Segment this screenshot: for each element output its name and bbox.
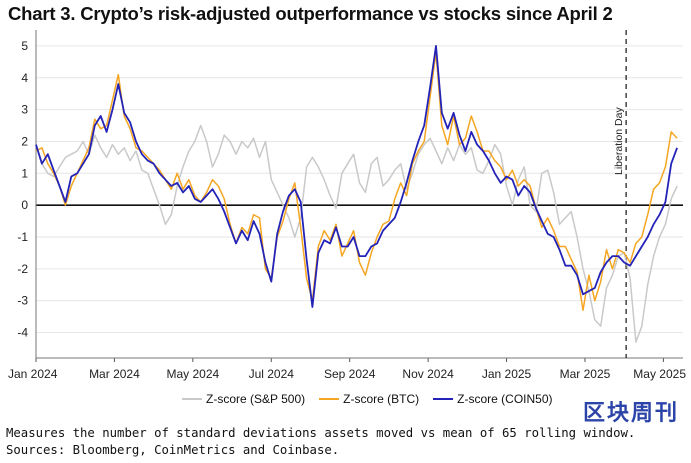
legend-item-coin50: Z-score (COIN50) bbox=[433, 392, 553, 406]
series-coin50-line bbox=[35, 45, 678, 308]
legend-swatch-sp500 bbox=[182, 398, 202, 400]
y-tick-label: -3 bbox=[17, 294, 28, 308]
y-tick-label: -4 bbox=[17, 326, 28, 340]
legend-item-btc: Z-score (BTC) bbox=[319, 392, 419, 406]
y-tick-label: 1 bbox=[21, 166, 28, 180]
y-axis-ticks: -4 -3 -2 -1 0 1 2 3 4 5 bbox=[17, 39, 28, 340]
y-tick-label: 0 bbox=[21, 198, 28, 212]
y-tick-label: -2 bbox=[17, 262, 28, 276]
y-tick-label: 3 bbox=[21, 103, 28, 117]
x-tick-label: Jan 2025 bbox=[482, 367, 532, 381]
watermark-logo: 区块周刊 bbox=[582, 400, 679, 425]
legend-label-coin50: Z-score (COIN50) bbox=[457, 392, 553, 406]
liberation-day-label: Liberation Day bbox=[613, 107, 625, 175]
legend-swatch-btc bbox=[319, 398, 340, 400]
chart-note: Measures the number of standard deviatio… bbox=[6, 426, 636, 440]
legend-item-sp500: Z-score (S&P 500) bbox=[182, 392, 305, 406]
series-btc-line bbox=[35, 51, 678, 311]
x-tick-label: May 2025 bbox=[633, 367, 686, 381]
chart-sources: Sources: Bloomberg, CoinMetrics and Coin… bbox=[6, 443, 340, 457]
legend: Z-score (S&P 500) Z-score (BTC) Z-score … bbox=[182, 392, 553, 406]
y-tick-label: 2 bbox=[21, 134, 28, 148]
legend-swatch-coin50 bbox=[433, 398, 454, 400]
chart-title: Chart 3. Crypto’s risk-adjusted outperfo… bbox=[8, 3, 613, 24]
x-tick-label: May 2024 bbox=[166, 367, 219, 381]
x-tick-label: Mar 2025 bbox=[560, 367, 611, 381]
legend-label-sp500: Z-score (S&P 500) bbox=[206, 392, 306, 406]
x-tick-label: Nov 2024 bbox=[402, 367, 454, 381]
x-axis-ticks: Jan 2024 Mar 2024 May 2024 Jul 2024 Sep 2024… bbox=[8, 358, 686, 381]
x-tick-label: Jan 2024 bbox=[8, 367, 58, 381]
x-tick-label: Jul 2024 bbox=[249, 367, 295, 381]
y-tick-label: 4 bbox=[21, 71, 28, 85]
x-tick-label: Mar 2024 bbox=[89, 367, 140, 381]
series-lines bbox=[35, 45, 678, 343]
y-tick-label: -1 bbox=[17, 230, 28, 244]
y-tick-label: 5 bbox=[21, 39, 28, 53]
liberation-day-annotation: Liberation Day bbox=[613, 30, 627, 358]
legend-label-btc: Z-score (BTC) bbox=[343, 392, 420, 406]
series-sp500-line bbox=[35, 124, 678, 343]
x-tick-label: Sep 2024 bbox=[324, 367, 376, 381]
